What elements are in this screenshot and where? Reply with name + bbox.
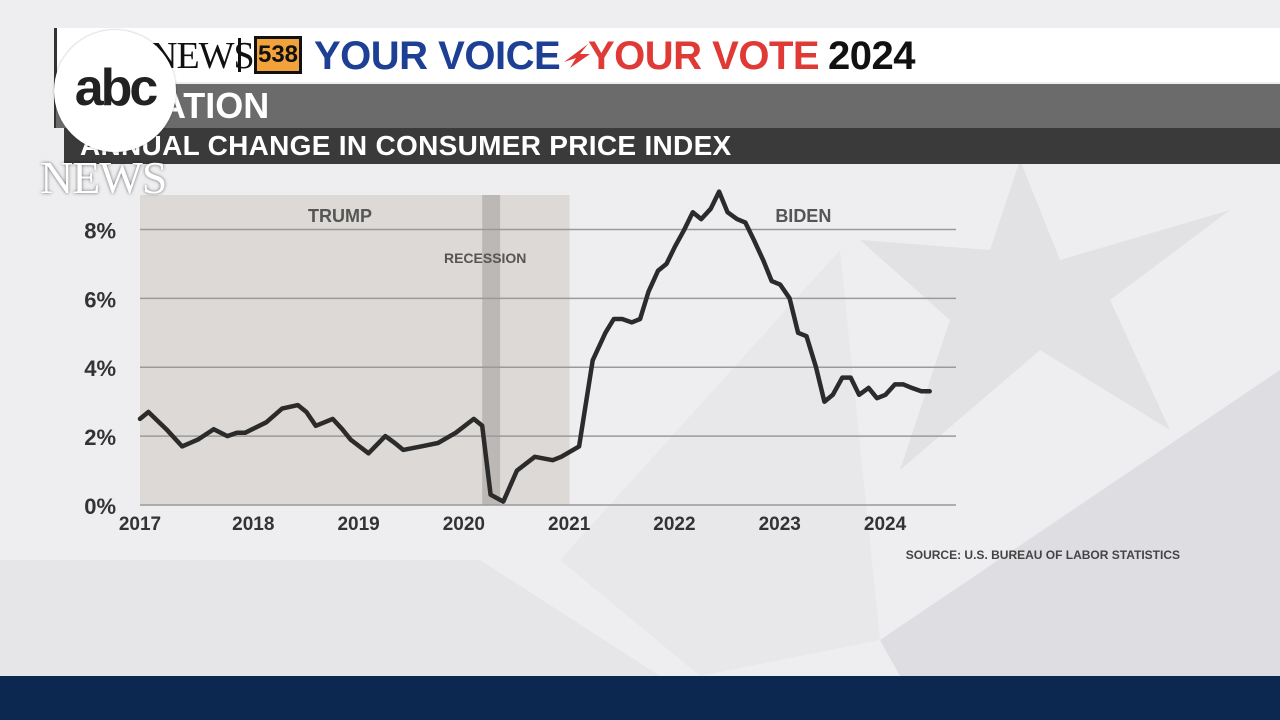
y-tick-label: 4% [84, 356, 116, 381]
subtitle-band [64, 128, 1280, 164]
header-separator [238, 38, 241, 72]
x-tick-label: 2023 [759, 514, 801, 535]
cpi-series-line [137, 189, 932, 504]
x-tick-label: 2022 [653, 514, 695, 535]
region-label-biden: BIDEN [775, 206, 831, 226]
x-tick-label: 2021 [548, 514, 591, 535]
background-star-shape [860, 160, 1230, 470]
y-tick-label: 2% [84, 425, 116, 450]
x-tick-label: 2017 [119, 514, 161, 535]
tagline-year: 2024 [828, 34, 915, 78]
chart-subtitle: ANNUAL CHANGE IN CONSUMER PRICE INDEX [80, 130, 732, 161]
x-tick-label: 2024 [864, 514, 907, 535]
background-triangle-left [0, 560, 660, 676]
recession-band [482, 195, 501, 505]
538-badge: 538 [254, 36, 302, 74]
background-triangle-right [880, 370, 1280, 676]
tagline-your-voice: YOUR VOICE [314, 34, 561, 78]
source-note: SOURCE: U.S. BUREAU OF LABOR STATISTICS [906, 548, 1180, 562]
bottom-lower-third-bar [0, 676, 1280, 720]
x-tick-label: 2020 [443, 514, 485, 535]
background-triangle-mid [560, 250, 880, 676]
y-tick-label: 6% [84, 287, 116, 312]
title-band [56, 84, 1280, 128]
x-tick-label: 2019 [337, 514, 379, 535]
y-tick-label: 8% [84, 218, 116, 243]
y-tick-label: 0% [84, 494, 116, 519]
trump-term-region [140, 195, 570, 505]
abc-logo-text: abc [74, 59, 159, 117]
news-wordmark: NEWS [40, 152, 167, 203]
region-label-trump: TRUMP [308, 206, 372, 226]
x-tick-label: 2018 [232, 514, 274, 535]
recession-label: RECESSION [444, 250, 526, 266]
abc-logo: abc [54, 30, 176, 152]
tagline-your-vote: YOUR VOTE [588, 34, 820, 78]
star-check-icon [564, 44, 590, 68]
